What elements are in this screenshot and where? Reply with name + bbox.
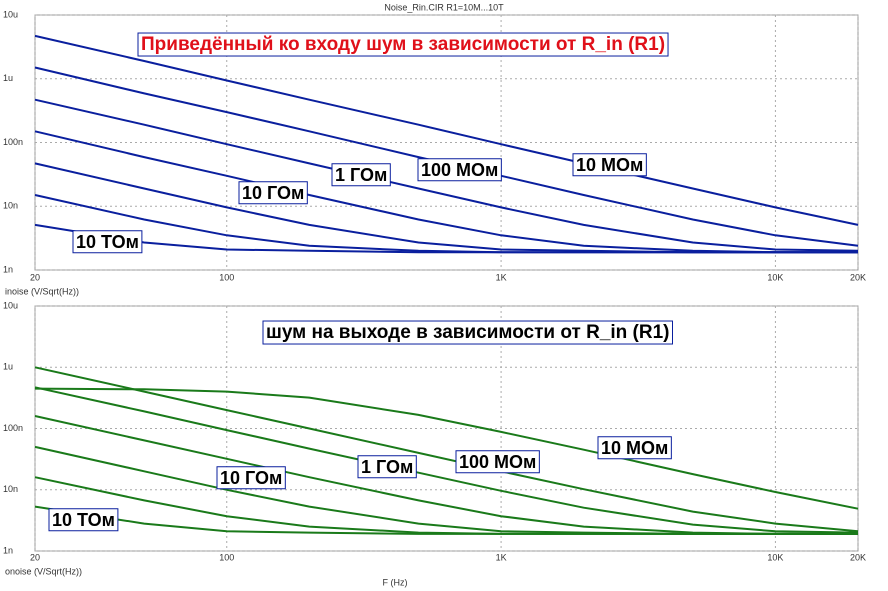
y-axis-label: inoise (V/Sqrt(Hz)) — [5, 286, 79, 296]
x-axis-label: F (Hz) — [383, 577, 408, 587]
series-label-text: 1 ГОм — [335, 165, 387, 185]
series-label-box — [216, 466, 286, 490]
y-tick-label: 100n — [3, 137, 23, 147]
y-tick-label: 10u — [3, 9, 18, 19]
x-tick-label: 20K — [850, 552, 866, 562]
x-tick-label: 10K — [767, 272, 783, 282]
series-label-box — [572, 153, 647, 177]
series-label-box — [417, 158, 502, 182]
series-label-box — [331, 163, 391, 187]
series-label-text: 10 МОм — [601, 438, 668, 458]
series-label: 10 ГОм — [216, 466, 286, 490]
series-label-box — [597, 436, 672, 460]
series-label-box — [238, 181, 308, 205]
x-tick-label: 20 — [30, 552, 40, 562]
series-label-box — [48, 508, 119, 532]
annotation: Приведённый ко входу шум в зависимости о… — [137, 32, 669, 57]
y-tick-label: 1n — [3, 264, 13, 274]
x-tick-label: 100 — [219, 552, 234, 562]
series-line — [34, 66, 859, 247]
annotation: шум на выходе в зависимости от R_in (R1) — [262, 320, 673, 345]
series-label: 10 ТОм — [48, 508, 119, 532]
x-tick-label: 1K — [496, 272, 507, 282]
y-tick-label: 100n — [3, 423, 23, 433]
y-tick-label: 1u — [3, 73, 13, 83]
series-line — [34, 98, 859, 252]
series-line — [34, 386, 859, 534]
x-tick-label: 20K — [850, 272, 866, 282]
series-label-text: 10 МОм — [576, 155, 643, 175]
series-line — [34, 223, 858, 254]
series-label-text: 1 ГОм — [361, 457, 413, 477]
series-label: 1 ГОм — [331, 163, 391, 187]
series-line — [34, 34, 859, 226]
series-label: 1 ГОм — [357, 455, 417, 479]
annotation-text: Приведённый ко входу шум в зависимости о… — [141, 34, 665, 55]
series-label-text: 100 МОм — [421, 160, 498, 180]
x-tick-label: 10K — [767, 552, 783, 562]
x-tick-label: 1K — [496, 552, 507, 562]
series-label-text: 10 ГОм — [242, 183, 304, 203]
annotation-box — [262, 320, 673, 345]
series-label-box — [357, 455, 417, 479]
y-tick-label: 10n — [3, 484, 18, 494]
y-tick-label: 1n — [3, 545, 13, 555]
series-label: 10 МОм — [572, 153, 647, 177]
y-tick-label: 10n — [3, 201, 18, 211]
series-label-text: 10 ГОм — [220, 468, 282, 488]
series-line — [34, 387, 859, 510]
x-tick-label: 20 — [30, 272, 40, 282]
series-label: 10 МОм — [597, 436, 672, 460]
chart-title: Noise_Rin.CIR R1=10M...10T — [384, 2, 504, 12]
series-label: 100 МОм — [455, 450, 540, 474]
annotation-text: шум на выходе в зависимости от R_in (R1) — [266, 322, 670, 343]
series-label-text: 10 ТОм — [76, 232, 139, 252]
series-label-text: 100 МОм — [459, 452, 536, 472]
series-label-box — [455, 450, 540, 474]
x-tick-label: 100 — [219, 272, 234, 282]
y-tick-label: 10u — [3, 300, 18, 310]
series-label: 10 ГОм — [238, 181, 308, 205]
series-label: 10 ТОм — [72, 230, 143, 254]
series-label: 100 МОм — [417, 158, 502, 182]
y-tick-label: 1u — [3, 362, 13, 372]
series-label-box — [72, 230, 143, 254]
annotation-box — [137, 32, 669, 57]
series-label-text: 10 ТОм — [52, 510, 115, 530]
y-axis-label: onoise (V/Sqrt(Hz)) — [5, 566, 82, 576]
series-line — [34, 505, 858, 535]
